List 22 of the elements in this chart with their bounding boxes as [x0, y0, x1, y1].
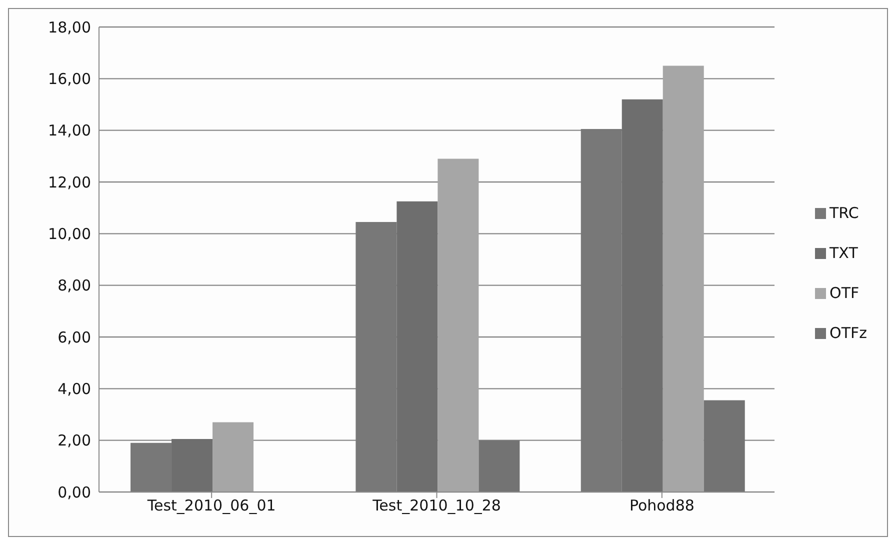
bar: [704, 400, 745, 492]
x-tick-label: Pohod88: [629, 496, 694, 515]
y-tick-label: 10,00: [48, 224, 91, 243]
y-tick-label: 2,00: [58, 432, 91, 450]
legend-label: TRC: [830, 204, 859, 222]
x-tick-label: Test_2010_06_01: [146, 496, 276, 515]
legend-label: OTF: [830, 284, 860, 302]
y-tick-label: 4,00: [58, 380, 91, 398]
y-tick-label: 14,00: [48, 122, 91, 140]
y-tick-label: 12,00: [48, 173, 91, 192]
y-tick-label: 8,00: [58, 276, 91, 295]
bar: [662, 66, 704, 492]
x-tick-label: Test_2010_10_28: [372, 496, 501, 515]
legend-label: OTFz: [830, 324, 867, 342]
y-tick-label: 16,00: [48, 70, 91, 88]
y-tick-label: 18,00: [48, 18, 91, 36]
y-tick-label: 6,00: [58, 328, 91, 346]
y-tick-label: 0,00: [58, 483, 91, 502]
bar: [478, 440, 520, 492]
bar: [438, 158, 479, 492]
legend-label: TXT: [830, 244, 858, 262]
bar: [212, 422, 254, 492]
